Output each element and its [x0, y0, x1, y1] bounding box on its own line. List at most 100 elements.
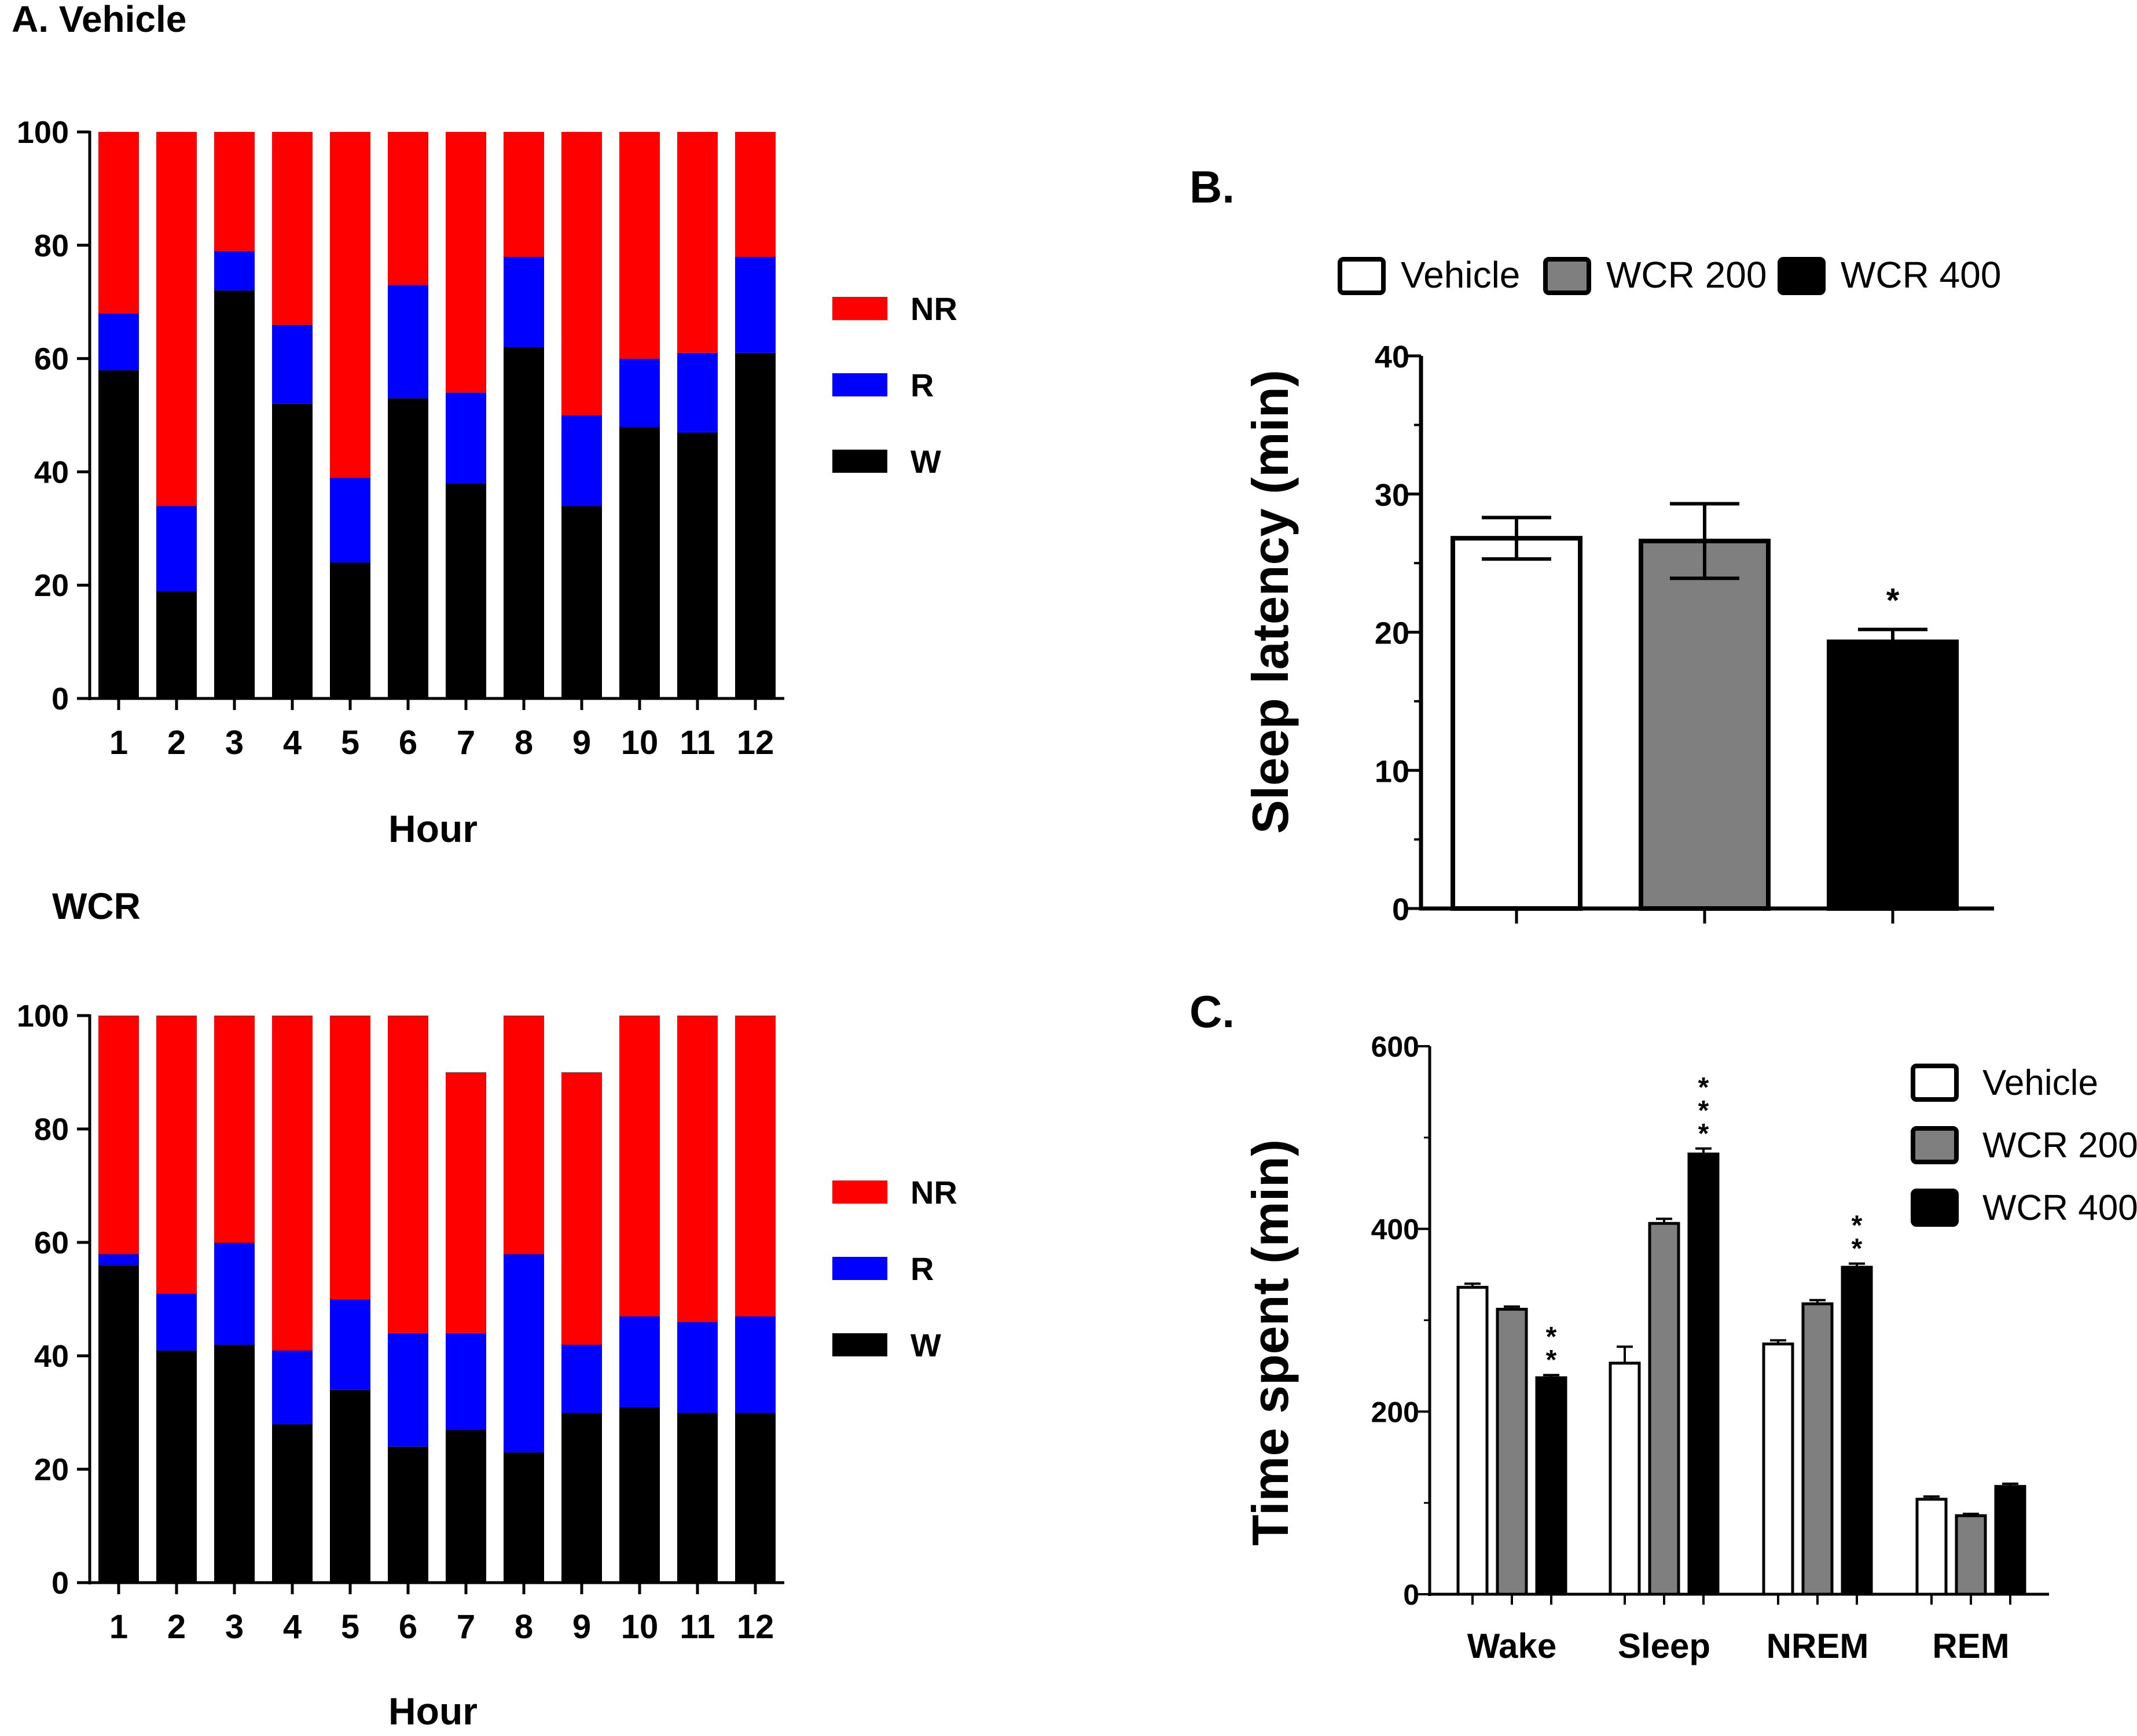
x-tick-label: 7 [457, 724, 475, 762]
legend-label: Vehicle [1982, 1063, 2098, 1103]
x-tick-label: 4 [283, 1608, 302, 1646]
x-tick-label: Wake [1467, 1627, 1557, 1665]
time-bar-vehicle [1456, 1286, 1489, 1596]
bar-segment-nr [504, 1016, 544, 1254]
y-tick-label: 100 [17, 999, 69, 1033]
bar-segment-nr [735, 1016, 776, 1316]
x-tick-label: 11 [680, 1608, 715, 1646]
bar-segment-nr [735, 132, 776, 257]
x-tick-label: 10 [621, 724, 659, 762]
bar-segment-w [272, 403, 313, 698]
bar-segment-nr [619, 132, 660, 359]
bar-segment-nr [214, 1016, 255, 1242]
bar-segment-w [619, 1407, 660, 1583]
legend-label-w: W [910, 443, 941, 480]
bar-segment-w [619, 426, 660, 698]
panel-c-y-axis-label: Time spent (min) [1242, 1139, 1299, 1546]
y-tick-label: 80 [34, 229, 69, 263]
bar-segment-r [504, 256, 544, 348]
time-bar-vehicle [1915, 1498, 1948, 1596]
bar-segment-w [561, 1413, 602, 1583]
panel-b: B. Sleep latency (min) 0 10 20 30 40 * Vehicle… [1189, 161, 2001, 927]
x-tick-label: 8 [515, 1608, 533, 1646]
panel-c-title: C. [1189, 986, 1235, 1037]
bar-segment-w [388, 1446, 428, 1583]
bar-segment-w [330, 1389, 370, 1583]
legend-swatch-nr [832, 297, 887, 320]
significance-marker: * * * [1698, 1072, 1709, 1149]
bar-segment-w [272, 1424, 313, 1583]
x-tick-label: 5 [341, 1608, 359, 1646]
bar-segment-w [677, 432, 718, 698]
bar-segment-w [446, 483, 486, 698]
x-tick-label: 11 [680, 724, 715, 762]
bar-segment-r [446, 1333, 486, 1430]
bar-segment-nr [156, 132, 197, 506]
legend-swatch-w [832, 1333, 887, 1356]
legend-label: WCR 200 [1982, 1126, 2137, 1165]
legend-swatch [1911, 1126, 1959, 1164]
bar-segment-nr [446, 132, 486, 393]
bar-segment-w [214, 290, 255, 698]
y-tick-label: 0 [52, 682, 69, 716]
panel-b-y-axis-label: Sleep latency (min) [1242, 370, 1299, 834]
x-tick-label: 2 [167, 1608, 186, 1646]
y-tick-label: 20 [1375, 616, 1409, 651]
y-tick-label: 30 [1375, 478, 1409, 513]
x-tick-label: 3 [225, 724, 244, 762]
time-bar-wcr-200 [1801, 1302, 1834, 1596]
bar-segment-r [677, 1322, 718, 1413]
x-tick-label: 10 [621, 1608, 659, 1646]
bar-segment-r [98, 1253, 139, 1266]
bar-segment-r [677, 352, 718, 432]
y-tick-label: 0 [1403, 1579, 1419, 1611]
bar-segment-w [98, 370, 139, 698]
bar-segment-w [677, 1413, 718, 1583]
bar-segment-w [735, 352, 776, 698]
bar-segment-nr [504, 132, 544, 257]
y-tick-label: 40 [34, 1339, 69, 1374]
significance-marker: * * [1546, 1322, 1557, 1375]
bar-segment-nr [214, 132, 255, 251]
bar-segment-r [156, 1293, 197, 1351]
time-bar-vehicle [1762, 1343, 1794, 1596]
legend-label-w: W [910, 1327, 941, 1363]
x-tick-label: 12 [737, 724, 774, 762]
bar-segment-nr [446, 1072, 486, 1333]
legend-label: WCR 200 [1606, 254, 1767, 296]
bar-segment-nr [561, 132, 602, 415]
bar-segment-w [735, 1413, 776, 1583]
y-tick-label: 10 [1375, 754, 1409, 789]
bar-segment-nr [156, 1016, 197, 1294]
time-bar-wcr-400 [1841, 1266, 1873, 1596]
time-bar-wcr-400 [1535, 1376, 1567, 1596]
x-tick-label: 7 [457, 1608, 475, 1646]
bar-segment-nr [388, 132, 428, 285]
y-tick-label: 200 [1371, 1396, 1419, 1428]
bar-segment-r [735, 1316, 776, 1413]
x-tick-label: 5 [341, 724, 359, 762]
legend-swatch-r [832, 373, 887, 396]
significance-marker: * [1886, 582, 1900, 620]
legend-swatch-nr [832, 1180, 887, 1204]
y-tick-label: 60 [34, 342, 69, 377]
x-tick-label: 1 [109, 1608, 128, 1646]
bar-segment-r [735, 256, 776, 353]
panel-wcr-title: WCR [52, 885, 141, 927]
bar-segment-nr [272, 132, 313, 325]
bar-segment-r [272, 1350, 313, 1424]
x-tick-label: 6 [399, 1608, 417, 1646]
latency-bar [1451, 536, 1582, 911]
bar-segment-r [330, 1299, 370, 1390]
legend-label-r: R [910, 1250, 934, 1287]
bar-segment-r [561, 415, 602, 506]
y-tick-label: 20 [34, 568, 69, 603]
legend-label-nr: NR [910, 1174, 957, 1211]
x-tick-label: 1 [109, 724, 128, 762]
bar-segment-nr [98, 132, 139, 314]
legend-swatch [1778, 257, 1826, 295]
